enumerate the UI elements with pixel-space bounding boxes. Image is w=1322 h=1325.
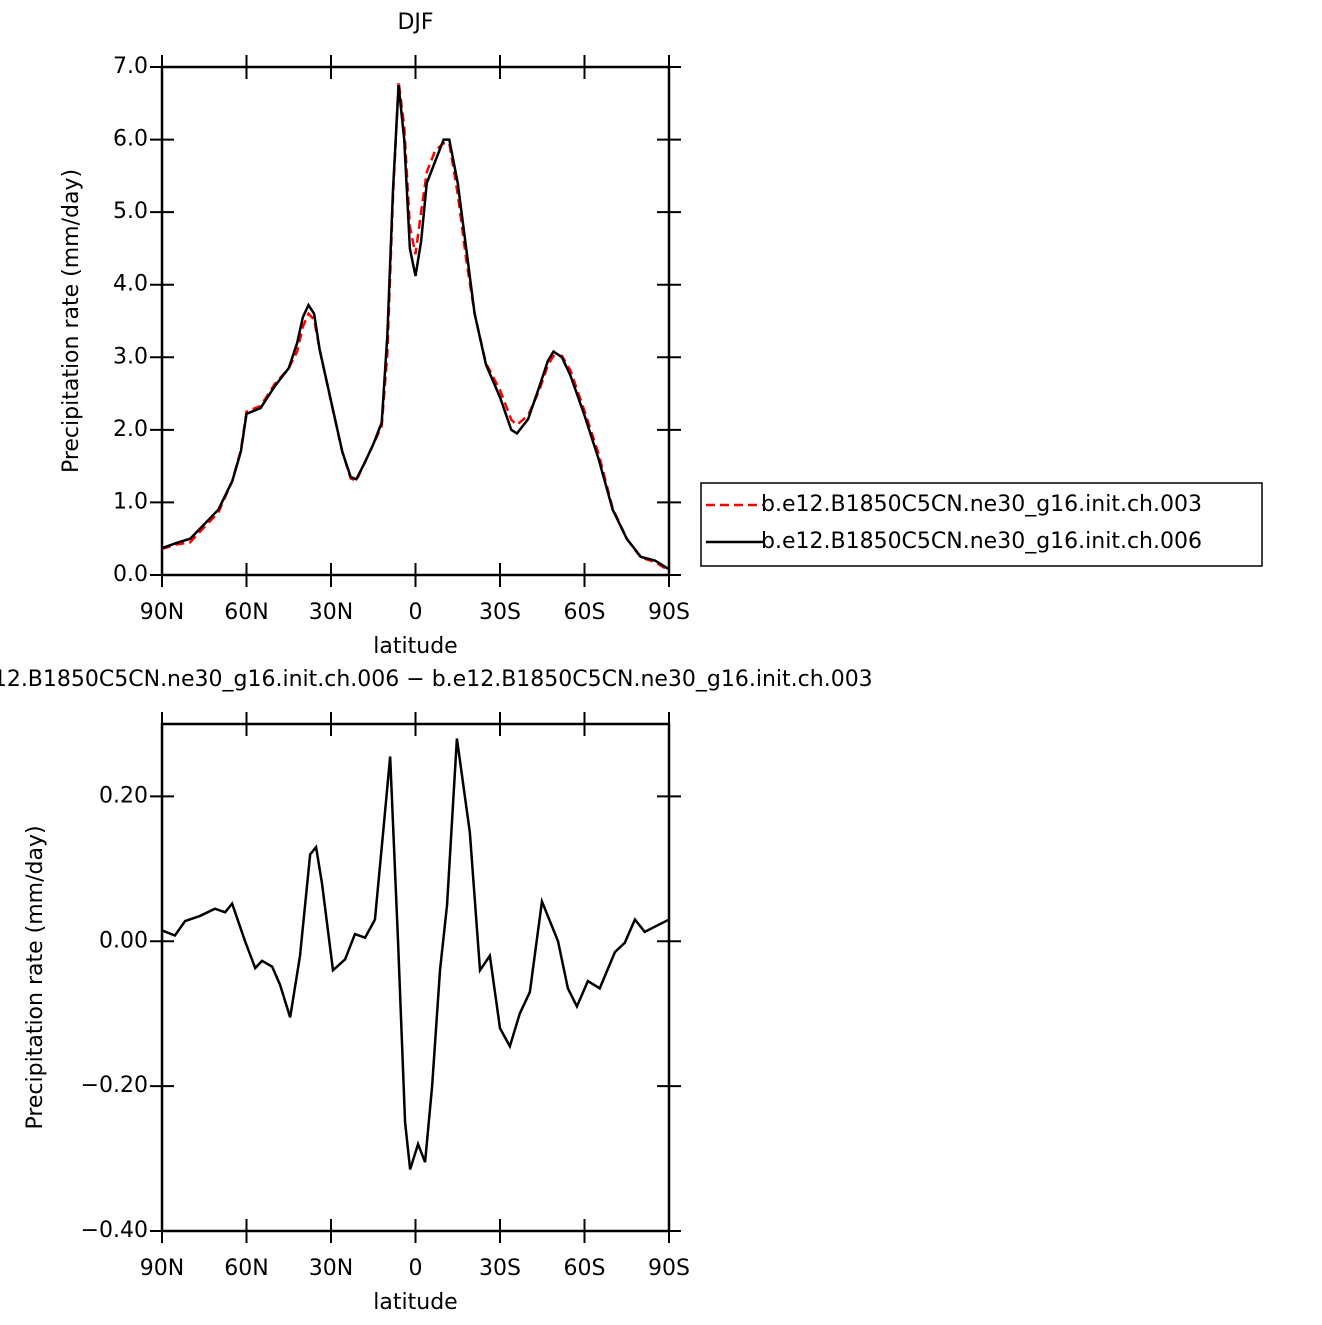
x-tick-label: 30S xyxy=(479,600,521,625)
x-tick-label: 0 xyxy=(409,1256,423,1281)
chart-title: b.e12.B1850C5CN.ne30_g16.init.ch.006 − b… xyxy=(0,667,873,692)
data-line xyxy=(161,85,670,571)
y-tick-label: −0.20 xyxy=(81,1073,148,1098)
plot-frame xyxy=(160,722,671,1233)
y-tick-label: −0.40 xyxy=(81,1218,148,1243)
x-tick-label: 30N xyxy=(309,1256,353,1281)
y-axis-label: Precipitation rate (mm/day) xyxy=(59,169,84,473)
y-tick-label: 0.00 xyxy=(99,928,148,953)
y-tick-label: 1.0 xyxy=(113,489,148,514)
plot-frame xyxy=(160,65,671,577)
x-tick-label: 0 xyxy=(409,600,423,625)
y-tick-label: 2.0 xyxy=(113,417,148,442)
x-tick-label: 90S xyxy=(648,1256,690,1281)
x-tick-label: 90N xyxy=(140,1256,184,1281)
y-tick-label: 7.0 xyxy=(113,54,148,79)
y-tick-label: 6.0 xyxy=(113,127,148,152)
x-axis-label: latitude xyxy=(373,1290,457,1315)
legend-label: b.e12.B1850C5CN.ne30_g16.init.ch.003 xyxy=(761,492,1202,517)
x-tick-label: 60S xyxy=(564,1256,606,1281)
y-axis-label: Precipitation rate (mm/day) xyxy=(23,825,48,1129)
y-tick-label: 0.0 xyxy=(113,562,148,587)
x-tick-label: 60S xyxy=(564,600,606,625)
x-tick-label: 30N xyxy=(309,600,353,625)
x-tick-label: 30S xyxy=(479,1256,521,1281)
y-tick-label: 4.0 xyxy=(113,272,148,297)
x-tick-label: 90N xyxy=(140,600,184,625)
chart-title: DJF xyxy=(397,10,433,35)
data-line xyxy=(161,81,670,572)
legend-box xyxy=(700,482,1263,567)
y-tick-label: 5.0 xyxy=(113,199,148,224)
y-tick-label: 0.20 xyxy=(99,783,148,808)
data-line xyxy=(161,738,670,1170)
x-tick-label: 60N xyxy=(224,1256,268,1281)
y-tick-label: 3.0 xyxy=(113,344,148,369)
x-tick-label: 90S xyxy=(648,600,690,625)
x-tick-label: 60N xyxy=(224,600,268,625)
legend-label: b.e12.B1850C5CN.ne30_g16.init.ch.006 xyxy=(761,529,1202,554)
x-axis-label: latitude xyxy=(373,634,457,659)
